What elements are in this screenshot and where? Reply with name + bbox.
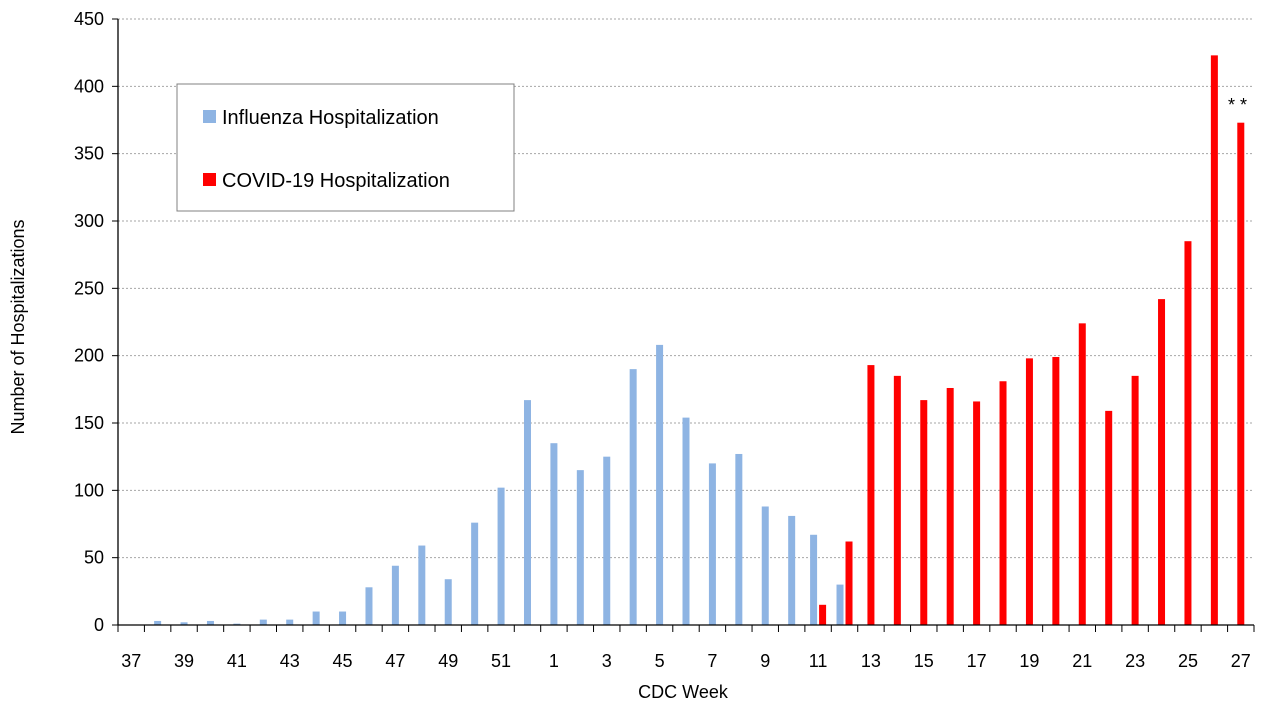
bar-influenza (656, 344, 664, 625)
x-tick-label: 13 (861, 651, 881, 671)
bar-covid (845, 541, 853, 625)
bar-covid (1184, 241, 1192, 625)
bar-influenza (708, 463, 716, 625)
bar-influenza (418, 545, 426, 625)
bar-covid (867, 365, 875, 625)
bar-influenza (471, 522, 479, 625)
annotation-asterisks: * * (1228, 95, 1247, 115)
y-tick-label: 400 (74, 76, 104, 96)
bar-influenza (497, 487, 505, 625)
x-tick-label: 47 (385, 651, 405, 671)
bar-covid (1131, 375, 1139, 625)
bar-covid (1105, 410, 1113, 625)
legend-swatch-influenza (203, 110, 216, 123)
x-tick-label: 51 (491, 651, 511, 671)
bar-influenza (523, 400, 531, 625)
x-tick-label: 5 (655, 651, 665, 671)
bar-influenza (788, 515, 796, 625)
x-tick-label: 11 (809, 651, 828, 671)
bar-covid (946, 387, 954, 625)
x-tick-label: 19 (1019, 651, 1039, 671)
bar-influenza (339, 611, 347, 625)
y-tick-label: 300 (74, 211, 104, 231)
y-tick-label: 200 (74, 346, 104, 366)
bar-influenza (206, 620, 214, 625)
bars (154, 55, 1245, 626)
bar-covid (1237, 122, 1245, 626)
legend-swatch-covid (203, 173, 216, 186)
bar-influenza (154, 620, 162, 625)
y-tick-label: 450 (74, 9, 104, 29)
bar-influenza (180, 622, 188, 625)
bar-influenza (550, 443, 558, 625)
x-tick-label: 27 (1231, 651, 1251, 671)
x-tick-label: 45 (333, 651, 353, 671)
bar-influenza (603, 456, 611, 625)
bar-covid (1210, 55, 1218, 626)
bar-influenza (629, 369, 637, 625)
y-tick-label: 100 (74, 480, 104, 500)
x-tick-label: 41 (227, 651, 247, 671)
bar-covid (819, 604, 827, 625)
x-tick-label: 43 (280, 651, 300, 671)
x-tick-label: 37 (121, 651, 141, 671)
bar-covid (1052, 357, 1060, 625)
bar-influenza (735, 453, 743, 625)
x-tick-label: 9 (760, 651, 770, 671)
bar-covid (999, 381, 1007, 625)
bar-influenza (682, 417, 690, 625)
x-tick-label: 23 (1125, 651, 1145, 671)
y-axis-label: Number of Hospitalizations (8, 219, 28, 434)
legend-label-influenza: Influenza Hospitalization (222, 107, 439, 129)
bar-influenza (312, 611, 320, 625)
legend: Influenza Hospitalization COVID-19 Hospi… (176, 83, 515, 212)
bar-influenza (391, 565, 399, 625)
y-tick-label: 350 (74, 144, 104, 164)
bar-influenza (576, 470, 584, 625)
x-tick-label: 15 (914, 651, 934, 671)
bar-influenza (286, 619, 294, 625)
bar-influenza (836, 584, 844, 625)
x-tick-labels: 37 39 41 43 45 47 49 51 1 3 5 7 9 11 13 15 17 19 21 23 25 27 (121, 651, 1251, 671)
x-tick-label: 17 (967, 651, 987, 671)
x-tick-label: 3 (602, 651, 612, 671)
bar-influenza (259, 619, 267, 625)
x-tick-label: 1 (549, 651, 559, 671)
x-tick-label: 25 (1178, 651, 1198, 671)
legend-box (176, 83, 515, 212)
bar-influenza (365, 587, 373, 625)
y-tick-label: 50 (84, 548, 104, 568)
bar-influenza (233, 623, 241, 625)
bar-covid (1025, 358, 1033, 625)
bar-covid (973, 401, 981, 625)
bar-covid (920, 400, 928, 625)
x-tick-label: 39 (174, 651, 194, 671)
x-tick-label: 7 (707, 651, 717, 671)
x-tick-label: 21 (1072, 651, 1092, 671)
y-tick-label: 150 (74, 413, 104, 433)
x-axis-label: CDC Week (638, 682, 729, 702)
bar-influenza (444, 579, 452, 625)
bar-influenza (761, 506, 769, 625)
x-tick-label: 49 (438, 651, 458, 671)
bar-covid (893, 375, 901, 625)
y-tick-label: 0 (94, 615, 104, 635)
y-tick-label: 250 (74, 278, 104, 298)
bar-covid (1078, 323, 1086, 625)
bar-influenza (810, 534, 818, 625)
bar-covid (1158, 299, 1166, 625)
legend-label-covid: COVID-19 Hospitalization (222, 170, 450, 192)
y-tick-labels: 0 50 100 150 200 250 300 350 400 450 (74, 9, 104, 635)
axes (112, 18, 1255, 632)
